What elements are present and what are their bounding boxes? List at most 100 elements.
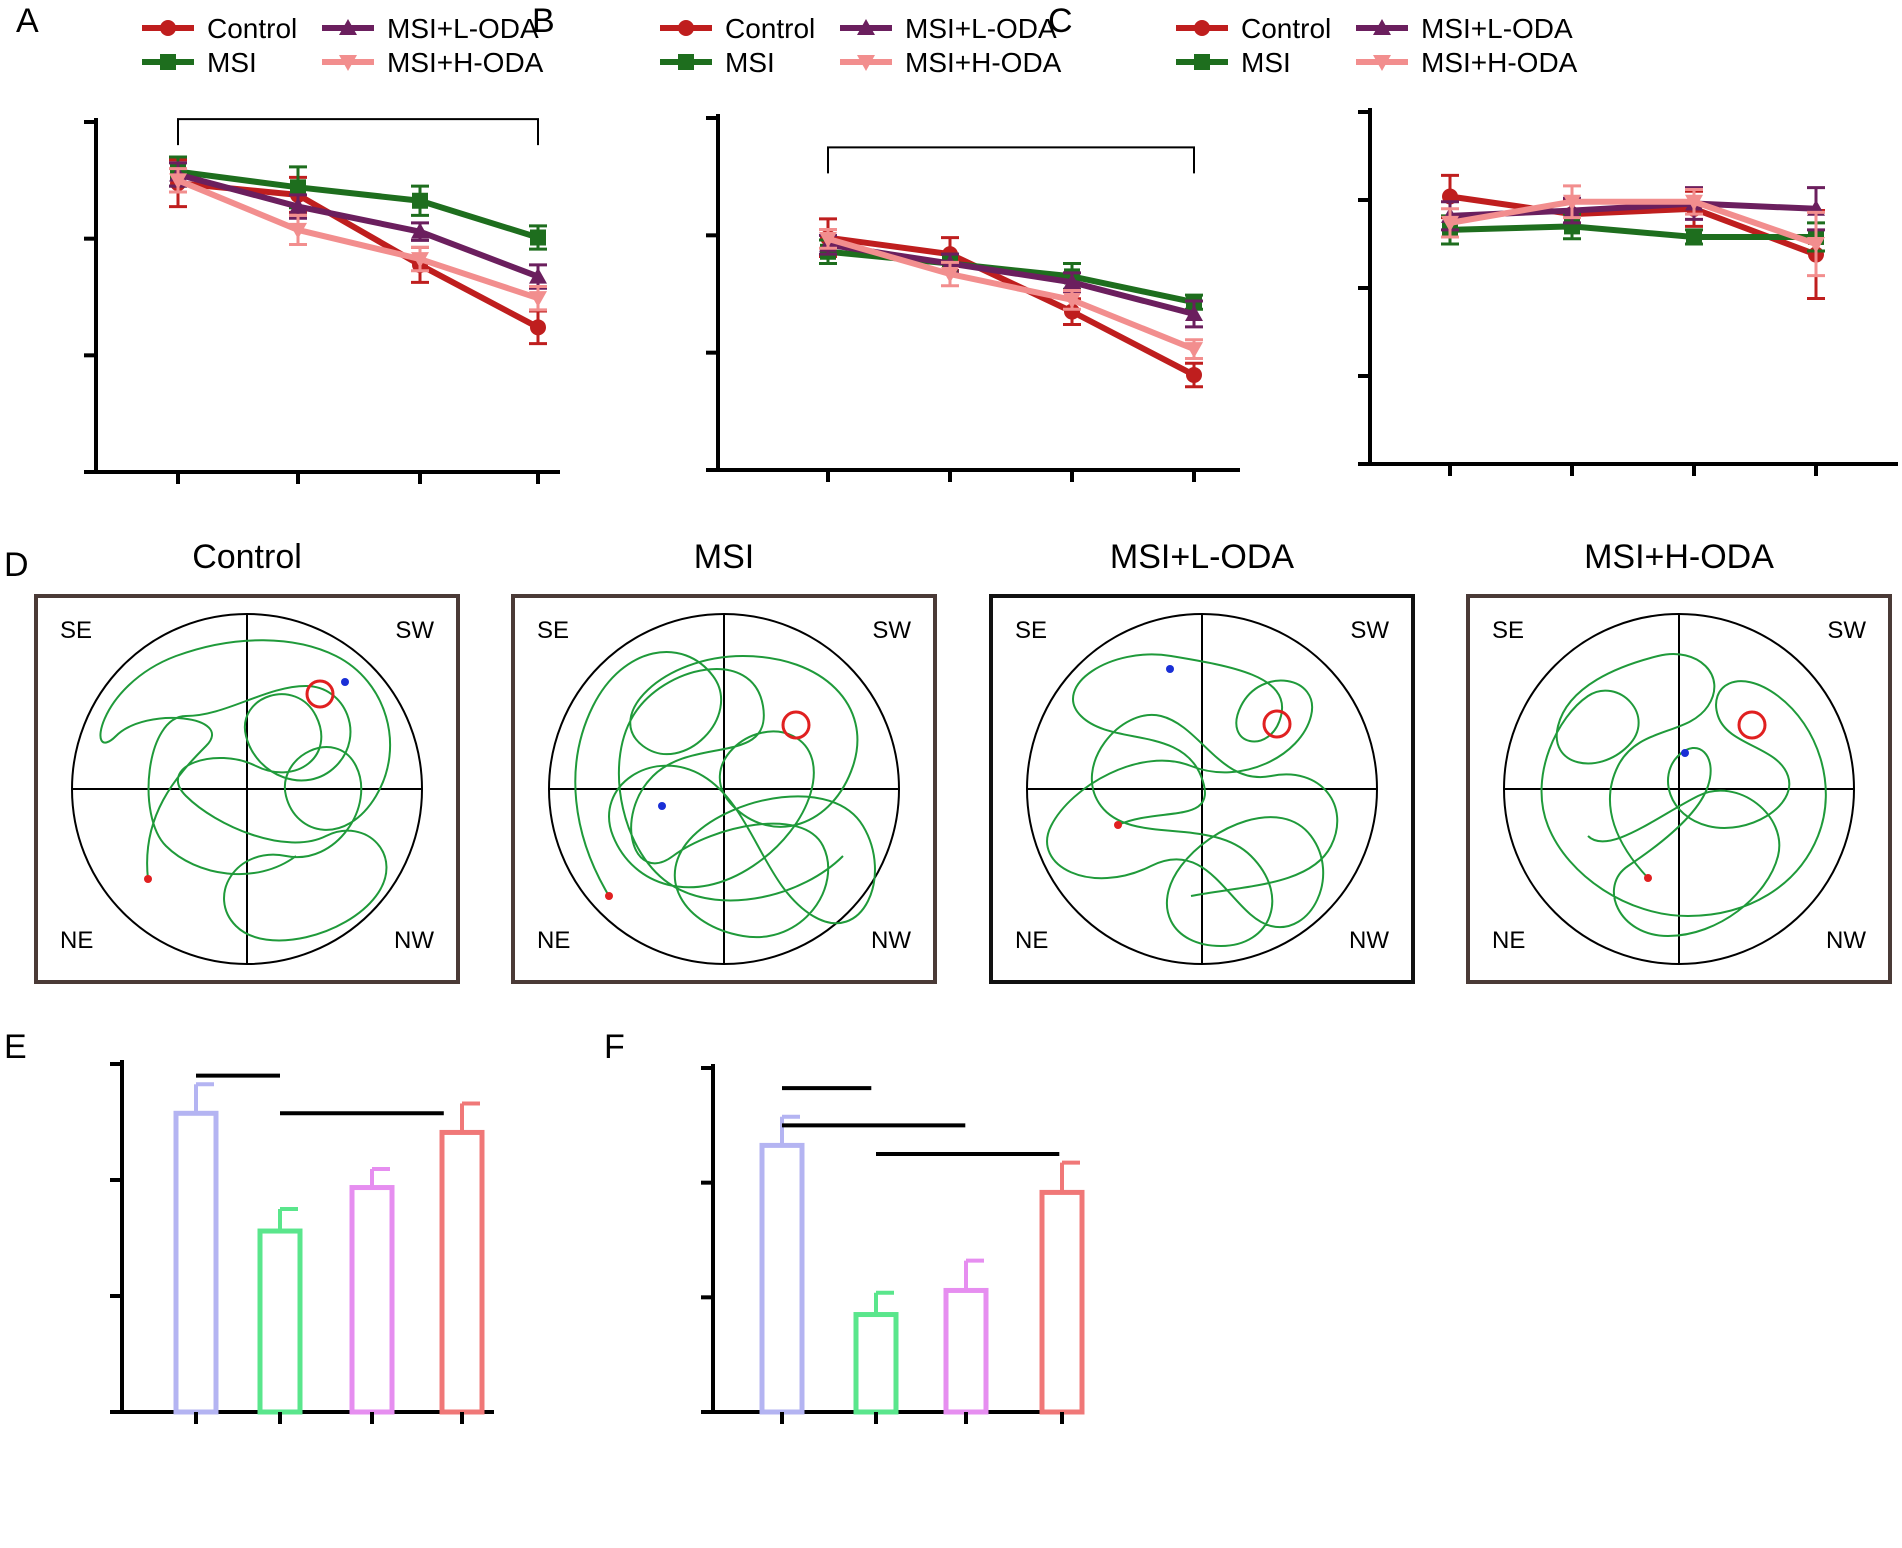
quadrant-label-sw: SW	[872, 617, 911, 644]
platform-ring	[1262, 709, 1292, 739]
swim-track	[574, 651, 876, 939]
significance-bracket	[177, 118, 539, 146]
legend-label: Control	[725, 13, 815, 44]
data-point	[1063, 292, 1081, 309]
significance-bracket	[827, 146, 1195, 174]
panel-d-swim-paths: D Control SE SW NE NW MSI SE SW NE	[4, 538, 1892, 984]
series-line-msi-h	[827, 235, 1196, 352]
legend-item-msi-h-oda: MSI+H-ODA	[840, 47, 1062, 78]
legend-item-control: Control	[660, 13, 815, 44]
swim-track	[1046, 653, 1339, 948]
legend-marker-circle	[1194, 20, 1210, 36]
panel-b-travel-distance-chart: B Control MSI MSI+L-ODA MSI+H-ODA	[532, 2, 1240, 482]
maze-msi-l-oda: MSI+L-ODA SE SW NE NW	[989, 538, 1415, 984]
data-point	[1686, 228, 1702, 245]
end-point-marker	[605, 892, 613, 900]
quadrant-label-se: SE	[60, 617, 92, 644]
legend-item-msi-h-oda: MSI+H-ODA	[322, 47, 544, 78]
series-line-control	[1449, 193, 1818, 258]
maze-title: Control	[192, 538, 302, 576]
data-point	[169, 173, 187, 190]
series-line-msi	[1449, 223, 1816, 240]
bar	[943, 1287, 989, 1415]
data-point	[412, 192, 428, 209]
maze-frame	[1466, 594, 1892, 984]
panel-letter: A	[16, 2, 39, 40]
bar	[349, 1185, 395, 1415]
panel-letter: F	[604, 1028, 625, 1066]
start-point-marker	[658, 802, 666, 810]
plot-area	[706, 114, 1240, 482]
bar	[173, 1110, 219, 1415]
legend-marker-circle	[678, 20, 694, 36]
legend-label: MSI+H-ODA	[387, 47, 544, 78]
maze-title: MSI+L-ODA	[1110, 538, 1295, 576]
data-point	[529, 291, 547, 308]
legend-marker-square	[160, 54, 176, 70]
legend-marker-triangle-down	[1373, 55, 1391, 71]
data-point	[1441, 215, 1459, 232]
legend-marker-circle	[160, 20, 176, 36]
series-line-msi-h	[176, 177, 539, 302]
swim-track	[99, 639, 391, 942]
data-point	[1563, 194, 1581, 211]
legend-marker-square	[678, 54, 694, 70]
quadrant-label-nw: NW	[1349, 927, 1389, 954]
data-point	[941, 267, 959, 284]
legend-item-msi: MSI	[660, 47, 775, 78]
data-point	[1185, 304, 1203, 321]
legend-label: MSI+H-ODA	[1421, 47, 1578, 78]
data-point	[529, 267, 547, 284]
panel-letter: B	[532, 2, 555, 40]
bar	[257, 1228, 303, 1415]
quadrant-label-nw: NW	[1826, 927, 1866, 954]
legend-marker-triangle-down	[857, 55, 875, 71]
swim-track	[1540, 653, 1827, 938]
legend-marker-triangle-down	[339, 55, 357, 71]
maze-control: Control SE SW NE NW	[34, 538, 460, 984]
data-point	[289, 222, 307, 239]
maze-title: MSI+H-ODA	[1584, 538, 1774, 576]
data-point	[1064, 303, 1080, 320]
legend-label: MSI	[207, 47, 257, 78]
quadrant-label-ne: NE	[537, 927, 570, 954]
legend-label: Control	[1241, 13, 1331, 44]
data-point	[530, 319, 546, 336]
quadrant-label-se: SE	[537, 617, 569, 644]
quadrant-label-sw: SW	[1350, 617, 1389, 644]
platform-ring	[305, 679, 335, 709]
legend-label: MSI+H-ODA	[905, 47, 1062, 78]
panel-f-platform-entries-bar-chart: F	[604, 1028, 1085, 1424]
data-point	[1685, 194, 1703, 211]
legend-label: MSI	[1241, 47, 1291, 78]
data-point	[1063, 273, 1081, 290]
quadrant-label-sw: SW	[395, 617, 434, 644]
legend-label: MSI+L-ODA	[1421, 13, 1573, 44]
data-point	[411, 252, 429, 269]
maze-title: MSI	[694, 538, 754, 576]
maze-frame	[34, 594, 460, 984]
legend-item-control: Control	[142, 13, 297, 44]
quadrant-label-se: SE	[1015, 617, 1047, 644]
quadrant-label-ne: NE	[60, 927, 93, 954]
legend-item-msi-l-oda: MSI+L-ODA	[1356, 13, 1573, 44]
panel-e-target-quadrant-bar-chart: E	[4, 1028, 494, 1424]
maze-msi-h-oda: MSI+H-ODA SE SW NE NW	[1466, 538, 1892, 984]
end-point-marker	[1114, 821, 1122, 829]
platform-ring	[1737, 710, 1767, 740]
bar	[759, 1142, 805, 1415]
data-point	[289, 197, 307, 214]
plot-area	[701, 1064, 1085, 1424]
legend-label: MSI+L-ODA	[905, 13, 1057, 44]
panel-letter: E	[4, 1028, 27, 1066]
panel-c-swim-speed-chart: C Control MSI MSI+L-ODA MSI+H-ODA	[1048, 2, 1898, 476]
legend-marker-square	[1194, 54, 1210, 70]
legend: Control MSI MSI+L-ODA MSI+H-ODA	[142, 13, 544, 78]
bar	[1039, 1189, 1085, 1415]
data-point	[530, 229, 546, 246]
plot-area	[1358, 108, 1898, 476]
maze-frame	[989, 594, 1415, 984]
legend: Control MSI MSI+L-ODA MSI+H-ODA	[660, 13, 1062, 78]
panel-letter: C	[1048, 2, 1073, 40]
maze-frame	[511, 594, 937, 984]
